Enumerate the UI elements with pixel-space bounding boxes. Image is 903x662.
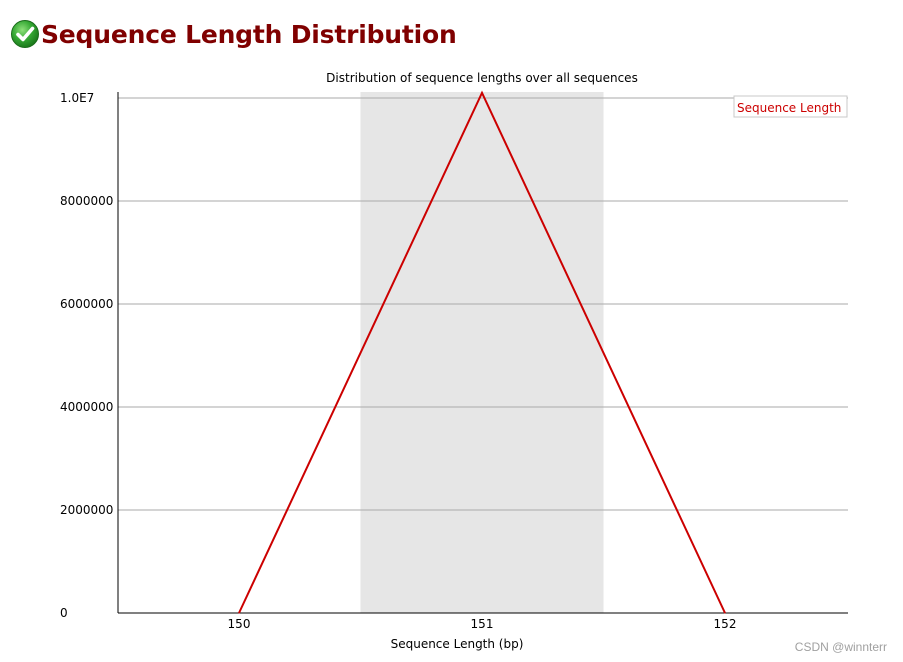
gridlines (118, 97, 848, 511)
x-axis-label: Sequence Length (bp) (391, 637, 524, 651)
series-layer (238, 90, 726, 614)
watermark: CSDN @winnterr (794, 640, 887, 654)
legend-box (733, 95, 848, 118)
y-tick-label: 4000000 (60, 400, 113, 414)
legend: Sequence Length (733, 95, 848, 118)
y-tick-label: 1.0E7 (60, 91, 94, 105)
page-title: Sequence Length Distribution (41, 19, 457, 49)
chart-title: Distribution of sequence lengths over al… (326, 71, 638, 85)
y-tick-label: 8000000 (60, 194, 113, 208)
data-point (724, 612, 726, 614)
x-tick-label: 151 (471, 617, 494, 631)
y-tick-label: 6000000 (60, 297, 113, 311)
y-tick-label: 2000000 (60, 503, 113, 517)
shaded-band (360, 92, 604, 613)
shaded-band-layer (360, 92, 604, 613)
tick-labels: 0 2000000 4000000 6000000 8000000 1.0E7 150 151… (60, 91, 736, 631)
y-tick-label: 0 (60, 606, 68, 620)
legend-entry: Sequence Length (737, 101, 841, 115)
page-header: Sequence Length Distribution (10, 16, 457, 52)
check-circle-icon (11, 20, 39, 48)
x-tick-label: 152 (714, 617, 737, 631)
x-tick-label: 150 (228, 617, 251, 631)
data-point (238, 612, 240, 614)
data-point (481, 92, 483, 94)
